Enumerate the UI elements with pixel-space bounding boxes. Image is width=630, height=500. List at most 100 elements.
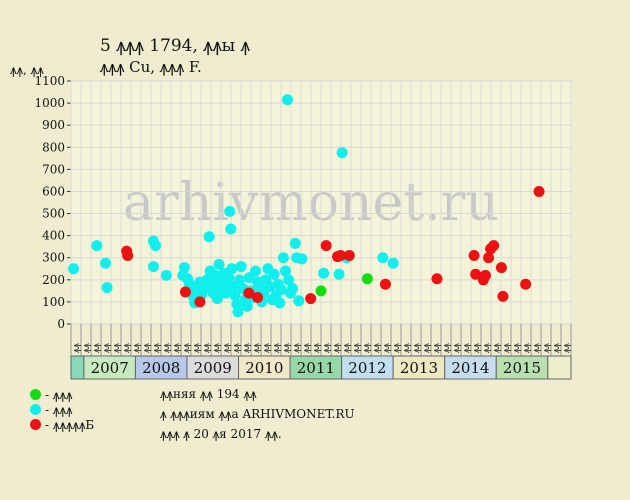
month-label: ꙟꙟ <box>332 343 342 353</box>
month-label: ꙟꙟ <box>92 343 102 353</box>
data-point-cyan <box>226 263 238 275</box>
year-label: 2014 <box>451 359 489 377</box>
data-point-cyan <box>211 293 223 305</box>
data-point-cyan <box>283 274 295 286</box>
data-point-cyan <box>68 263 80 275</box>
data-point-cyan <box>296 253 308 265</box>
y-tick-label: 100 <box>42 295 65 309</box>
data-point-cyan <box>333 268 345 280</box>
year-label: 2012 <box>348 359 386 377</box>
data-point-cyan <box>281 94 293 106</box>
data-point-red <box>379 278 391 290</box>
month-label: ꙟꙟ <box>242 343 252 353</box>
year-label: 2013 <box>400 359 438 377</box>
data-point-cyan <box>318 267 330 279</box>
month-label: ꙟꙟ <box>172 343 182 353</box>
month-label: ꙟꙟ <box>522 343 532 353</box>
note-line-2: ꙟ ꙟꙟꙟиям ꙟꙟа ARHIVMONET.RU <box>160 407 355 421</box>
month-label: ꙟꙟ <box>122 343 132 353</box>
year-label: 2010 <box>245 359 283 377</box>
data-point-red <box>520 278 532 290</box>
month-label: ꙟꙟ <box>432 343 442 353</box>
year-band <box>70 355 85 380</box>
data-point-cyan <box>275 284 287 296</box>
data-point-red <box>483 252 495 264</box>
data-point-red <box>335 250 347 262</box>
data-point-red <box>179 286 191 298</box>
year-label: 2011 <box>297 359 335 377</box>
y-tick-label: 600 <box>42 184 65 198</box>
data-point-cyan <box>336 147 348 159</box>
data-point-cyan <box>377 252 389 264</box>
month-label: ꙟꙟ <box>272 343 282 353</box>
data-point-cyan <box>279 265 291 277</box>
month-label: ꙟꙟ <box>282 343 292 353</box>
data-point-red <box>488 240 500 252</box>
data-point-cyan <box>287 283 299 295</box>
legend-red-marker <box>30 419 41 430</box>
data-point-cyan <box>229 289 241 301</box>
data-point-cyan <box>232 306 244 318</box>
note-line-3: ꙟꙟꙟ ꙟ 20 ꙟя 2017 ꙟꙟ. <box>160 427 282 441</box>
month-label: ꙟꙟ <box>102 343 112 353</box>
legend-cyan-label: - ꙟꙟꙟ <box>45 403 73 417</box>
month-label: ꙟꙟ <box>492 343 502 353</box>
month-label: ꙟꙟ <box>162 343 172 353</box>
chart-title: 5 ꙟꙟꙟ 1794, ꙟꙟы ꙟ <box>100 36 250 56</box>
month-label: ꙟꙟ <box>422 343 432 353</box>
month-label: ꙟꙟ <box>372 343 382 353</box>
data-point-red <box>252 291 264 303</box>
data-point-cyan <box>160 269 172 281</box>
data-point-red <box>305 293 317 305</box>
legend-cyan-marker <box>30 404 41 415</box>
month-label: ꙟꙟ <box>342 343 352 353</box>
data-point-red <box>479 269 491 281</box>
year-label: 2009 <box>194 359 232 377</box>
month-label: ꙟꙟ <box>452 343 462 353</box>
month-label: ꙟꙟ <box>182 343 192 353</box>
data-point-cyan <box>268 268 280 280</box>
month-label: ꙟꙟ <box>292 343 302 353</box>
data-point-red <box>243 287 255 299</box>
month-label: ꙟꙟ <box>112 343 122 353</box>
data-point-red <box>470 268 482 280</box>
data-point-cyan <box>203 231 215 243</box>
month-label: ꙟꙟ <box>542 343 552 353</box>
data-point-cyan <box>241 300 253 312</box>
legend-item-red: - ꙟꙟꙟꙟꙟБ <box>30 416 94 433</box>
y-tick-label: 0 <box>57 317 65 331</box>
legend-red-label: - ꙟꙟꙟꙟꙟБ <box>45 418 95 432</box>
data-point-cyan <box>220 287 232 299</box>
legend-green-label: - ꙟꙟꙟ <box>45 388 73 402</box>
month-label: ꙟꙟ <box>312 343 322 353</box>
month-label: ꙟꙟ <box>392 343 402 353</box>
data-point-red <box>431 273 443 285</box>
year-label: 2007 <box>91 359 129 377</box>
data-point-cyan <box>150 240 162 252</box>
month-label: ꙟꙟ <box>252 343 262 353</box>
month-label: ꙟꙟ <box>222 343 232 353</box>
chart-subtitle: ꙟꙟꙟ Cu, ꙟꙟꙟ F. <box>100 58 202 76</box>
month-label: ꙟꙟ <box>362 343 372 353</box>
month-label: ꙟꙟ <box>82 343 92 353</box>
data-point-cyan <box>91 240 103 252</box>
y-tick-label: 200 <box>42 273 65 287</box>
data-point-cyan <box>277 252 289 264</box>
month-label: ꙟꙟ <box>352 343 362 353</box>
y-tick-label: 900 <box>42 118 65 132</box>
y-tick-label: 400 <box>42 229 65 243</box>
y-tick-label: 300 <box>42 251 65 265</box>
data-point-cyan <box>206 278 218 290</box>
legend-item-green: - ꙟꙟꙟ <box>30 386 72 403</box>
month-label: ꙟꙟ <box>462 343 472 353</box>
month-label: ꙟꙟ <box>192 343 202 353</box>
month-label: ꙟꙟ <box>152 343 162 353</box>
data-point-cyan <box>224 205 236 217</box>
year-label: 2008 <box>142 359 180 377</box>
month-label: ꙟꙟ <box>502 343 512 353</box>
month-label: ꙟꙟ <box>132 343 142 353</box>
year-band <box>547 355 572 380</box>
data-point-cyan <box>100 257 112 269</box>
data-point-cyan <box>274 297 286 309</box>
data-point-red <box>495 262 507 274</box>
